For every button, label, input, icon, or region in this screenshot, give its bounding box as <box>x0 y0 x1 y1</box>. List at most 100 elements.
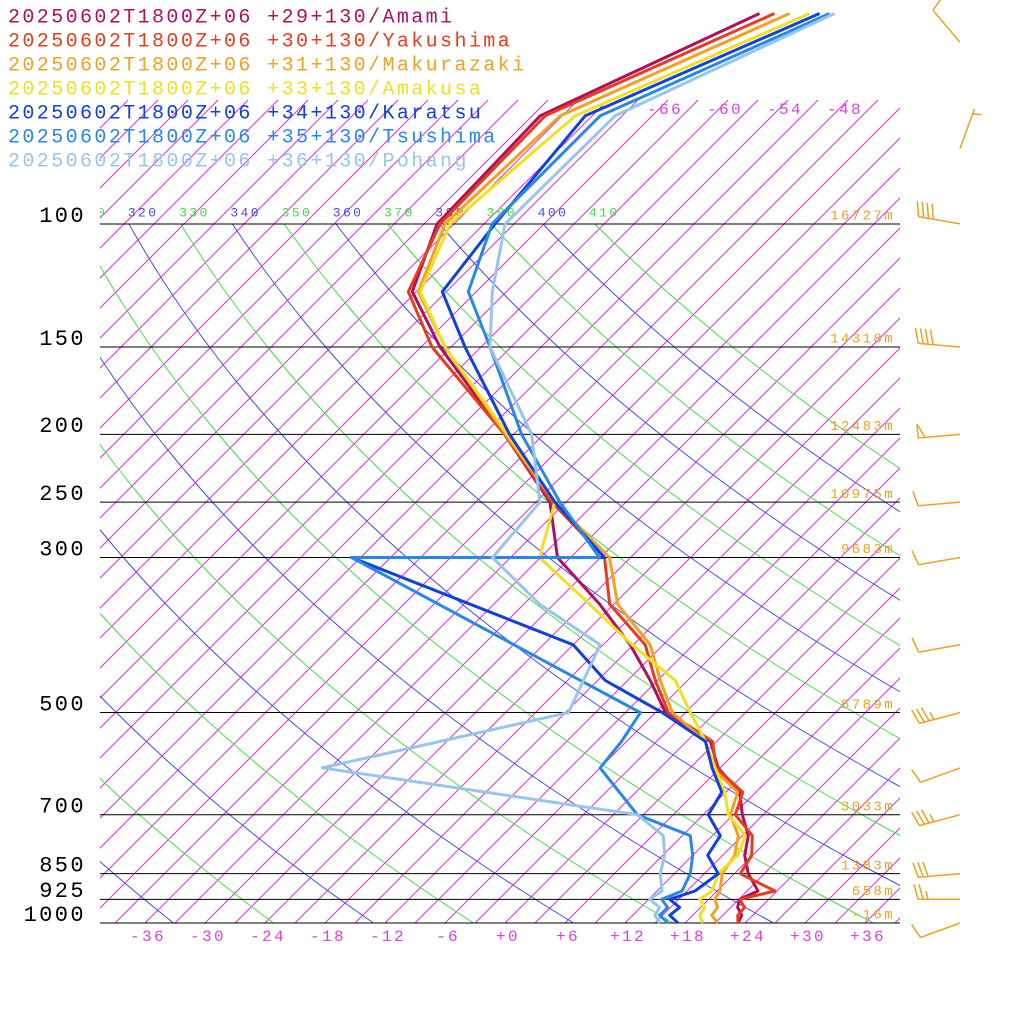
isotherm <box>100 100 459 459</box>
isotherm <box>174 197 900 923</box>
dry-adiabats <box>100 224 900 923</box>
isotherm <box>100 100 729 729</box>
isotherm <box>955 100 1024 923</box>
legend-entry: 20250602T1800Z+06 +36+130/Pohang <box>8 150 469 173</box>
wind-barbs <box>910 0 981 939</box>
height-label: -16m <box>852 908 895 924</box>
pressure-label: 100 <box>39 204 86 229</box>
isotherm-label: -60 <box>707 101 743 119</box>
isotherm <box>0 100 38 923</box>
profiles <box>320 12 836 925</box>
height-label: 3033m <box>841 799 895 815</box>
isotherm <box>564 587 900 923</box>
adiabat-labels: 310 320 330 340 350 360 370 380 390 400 410 <box>77 205 620 220</box>
dry-adiabat <box>542 224 900 513</box>
adiabat-label: 310 <box>77 205 108 220</box>
wind-barb <box>916 201 961 225</box>
isotherm <box>100 100 519 519</box>
adiabat-label: 400 <box>538 205 569 220</box>
sounding-line <box>418 12 811 924</box>
legend: 20250602T1800Z+06 +29+130/Amami20250602T… <box>8 6 526 173</box>
height-label: 10975m <box>830 487 895 503</box>
isotherm <box>654 677 900 923</box>
dry-adiabat <box>594 224 900 470</box>
isotherm <box>100 100 819 819</box>
pressure-label: 150 <box>39 327 86 352</box>
isotherm <box>354 377 900 923</box>
isotherm <box>204 227 900 923</box>
height-label: 9683m <box>841 542 895 558</box>
wind-barb <box>959 108 981 149</box>
height-label: 16727m <box>830 209 895 225</box>
dry-adiabat <box>490 224 900 557</box>
x-tick-label: -12 <box>370 928 406 946</box>
x-tick-label: +36 <box>850 928 886 946</box>
wind-barb <box>912 861 961 879</box>
isotherm <box>624 647 900 923</box>
isotherm <box>100 100 339 339</box>
x-tick-label: +24 <box>730 928 766 946</box>
isotherm <box>100 100 699 699</box>
height-label: 5789m <box>841 697 895 713</box>
isotherm <box>100 100 759 759</box>
isotherm-label: -54 <box>767 101 803 119</box>
adiabat-label: 350 <box>282 205 313 220</box>
pressure-label: 500 <box>39 692 86 717</box>
adiabat-label: 370 <box>384 205 415 220</box>
isotherm <box>534 557 900 923</box>
isotherm <box>100 100 369 369</box>
x-tick-label: +30 <box>790 928 826 946</box>
isotherm <box>100 100 669 669</box>
pressure-label: 925 <box>39 879 86 904</box>
isotherm <box>1015 100 1024 923</box>
dry-adiabat <box>100 612 474 923</box>
x-tick-label: -18 <box>310 928 346 946</box>
sounding-line <box>416 12 791 924</box>
isotherm <box>100 100 849 849</box>
dry-adiabat <box>100 265 874 923</box>
isotherm <box>0 100 8 923</box>
pressure-label: 850 <box>39 853 86 878</box>
isotherm <box>114 137 900 923</box>
legend-entry: 20250602T1800Z+06 +35+130/Tsushima <box>8 126 498 149</box>
dry-adiabat <box>283 224 900 740</box>
adiabat-label: 360 <box>333 205 364 220</box>
x-tick-label: +0 <box>496 928 520 946</box>
isotherm <box>100 100 279 279</box>
sounding-line <box>350 12 831 925</box>
legend-entry: 20250602T1800Z+06 +31+130/Makurazaki <box>8 54 526 77</box>
dry-adiabat <box>387 224 900 647</box>
x-tick-label: -6 <box>436 928 460 946</box>
height-label: 658m <box>852 884 895 900</box>
dry-adiabat <box>128 224 900 887</box>
x-tick-label: +12 <box>610 928 646 946</box>
sounding-line <box>350 12 821 925</box>
wind-barb <box>912 490 961 507</box>
legend-entry: 20250602T1800Z+06 +33+130/Amakusa <box>8 78 483 101</box>
legend-entry: 20250602T1800Z+06 +34+130/Karatsu <box>8 102 483 125</box>
dry-adiabat <box>438 224 900 601</box>
isotherm <box>414 437 900 923</box>
adiabat-label: 410 <box>589 205 620 220</box>
isotherm-label: -66 <box>647 101 683 119</box>
pressure-label: 1000 <box>24 903 86 928</box>
wind-barb <box>932 0 961 43</box>
pressure-label: 700 <box>39 795 86 820</box>
isotherm <box>100 100 609 609</box>
isotherm <box>100 100 879 879</box>
x-tick-label: -30 <box>190 928 226 946</box>
isotherm <box>744 767 900 923</box>
isotherm <box>100 100 429 429</box>
wind-barb <box>916 423 961 439</box>
isotherm <box>144 167 900 923</box>
wind-barb <box>911 637 961 653</box>
dry-adiabat <box>180 224 900 837</box>
dry-adiabat <box>100 695 374 923</box>
isotherm <box>100 100 249 249</box>
isotherm <box>100 100 789 789</box>
dry-adiabat <box>100 860 174 923</box>
axes: -66 -60 -54 -48 100 16727m 150 14318m 200 12483m 2… <box>24 101 900 946</box>
wind-barb <box>911 707 961 725</box>
